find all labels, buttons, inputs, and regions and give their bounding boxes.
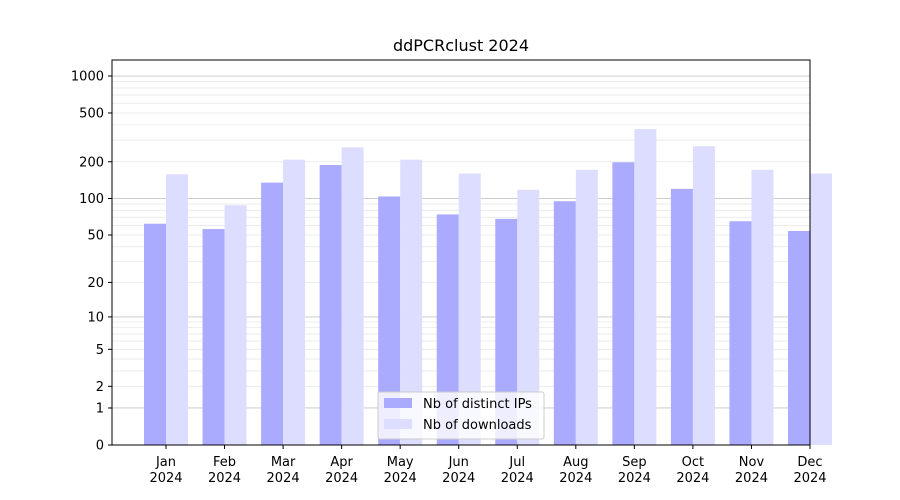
y-tick-label: 1 <box>96 401 104 416</box>
x-tick-label: Dec 2024 <box>793 455 826 486</box>
x-tick-label: Mar 2024 <box>267 455 300 486</box>
bar-downloads <box>458 173 481 446</box>
bar-downloads <box>810 173 832 446</box>
x-tick-label: Feb 2024 <box>208 455 241 486</box>
bar-downloads <box>634 129 657 445</box>
bar-downloads <box>166 174 188 445</box>
y-tick-label: 50 <box>87 229 104 244</box>
bar-distinct-ips <box>729 221 752 445</box>
bar-downloads <box>575 169 598 445</box>
bar-distinct-ips <box>553 201 576 445</box>
bar-downloads <box>751 169 774 445</box>
legend: Nb of distinct IPs Nb of downloads <box>377 391 545 440</box>
bar-distinct-ips <box>436 214 459 445</box>
plot-frame <box>111 59 811 446</box>
legend-swatch-downloads <box>384 419 412 429</box>
x-tick-label: Aug 2024 <box>559 455 592 486</box>
chart-title: ddPCRclust 2024 <box>393 36 529 55</box>
x-tick-label: Jul 2024 <box>501 455 534 486</box>
x-tick-label: May 2024 <box>384 455 417 486</box>
x-tick-label: Apr 2024 <box>325 455 358 486</box>
x-tick-label: Nov 2024 <box>735 455 768 486</box>
legend-swatch-distinct-ips <box>384 398 412 408</box>
bar-downloads <box>400 159 423 446</box>
bar-distinct-ips <box>144 223 166 445</box>
x-tick-label: Jan 2024 <box>149 455 182 486</box>
bar-downloads <box>283 159 306 446</box>
bar-distinct-ips <box>202 229 225 445</box>
bar-distinct-ips <box>612 162 635 446</box>
y-tick-label: 200 <box>79 155 104 170</box>
bar-distinct-ips <box>261 182 284 445</box>
bar-distinct-ips <box>788 230 810 445</box>
legend-label-downloads: Nb of downloads <box>423 418 532 433</box>
bar-distinct-ips <box>495 218 518 445</box>
x-tick-label: Sep 2024 <box>618 455 651 486</box>
bar-distinct-ips <box>319 165 342 445</box>
y-tick-label: 500 <box>79 106 104 121</box>
y-tick-label: 1000 <box>71 70 104 85</box>
bar-downloads <box>517 189 540 445</box>
bar-distinct-ips <box>378 196 401 445</box>
bar-downloads <box>224 205 247 445</box>
y-tick-label: 0 <box>96 439 104 454</box>
y-tick-label: 5 <box>96 343 104 358</box>
bars <box>144 129 832 446</box>
x-axis: Jan 2024 Feb 2024 Mar 2024 Apr 2024 May 2024 Jun 20… <box>149 445 827 486</box>
x-tick-label: Oct 2024 <box>676 455 709 486</box>
y-axis: 0 1 2 5 10 20 50 100 200 500 1000 <box>71 70 112 454</box>
x-tick-label: Jun 2024 <box>442 455 475 486</box>
y-tick-label: 20 <box>87 276 104 291</box>
y-tick-label: 100 <box>79 192 104 207</box>
y-tick-label: 10 <box>87 310 104 325</box>
bar-downloads <box>341 147 364 445</box>
legend-box <box>377 391 545 440</box>
legend-label-distinct-ips: Nb of distinct IPs <box>423 397 532 412</box>
bar-downloads <box>692 146 715 446</box>
bar-distinct-ips <box>670 188 693 445</box>
y-tick-label: 2 <box>96 380 104 395</box>
